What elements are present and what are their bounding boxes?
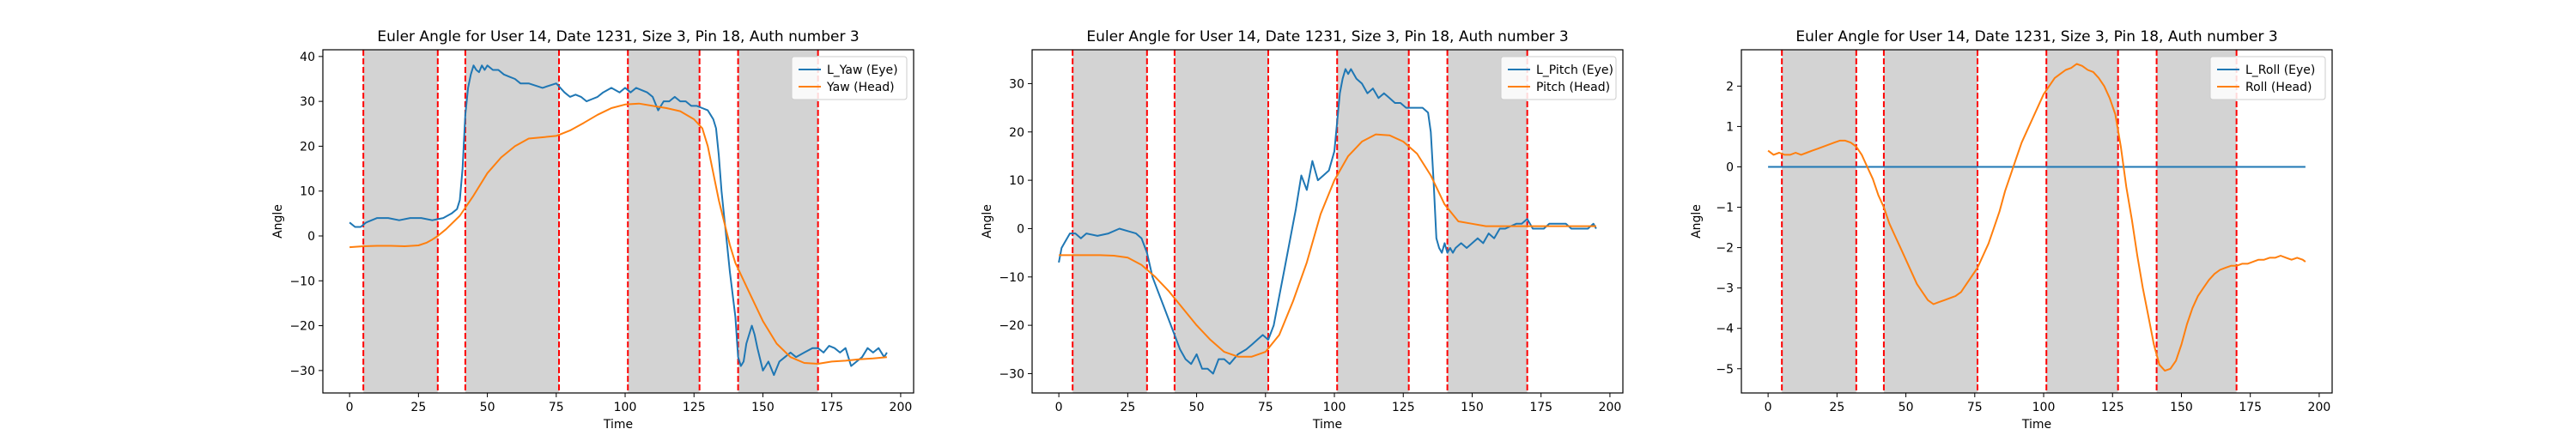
y-tick-label-6: 20	[300, 140, 315, 154]
legend-label-2: Yaw (Head)	[826, 81, 895, 94]
chart-title: Euler Angle for User 14, Date 1231, Size…	[1795, 28, 2277, 45]
y-tick-label-2: −20	[289, 320, 315, 334]
shaded-interval-2	[1174, 50, 1269, 393]
chart-panel-1: 0 25 50 75 100 125 150 175 200 −30 −20 −10 0 10 20 30 40…	[271, 28, 914, 429]
x-tick-label-8: 175	[1529, 401, 1552, 414]
x-tick-label-4: 75	[1967, 401, 1983, 414]
x-axis-label: Time	[2021, 418, 2051, 429]
x-tick-label-3: 50	[1189, 401, 1205, 414]
legend-label-2: Pitch (Head)	[1536, 81, 1610, 94]
chart-title: Euler Angle for User 14, Date 1231, Size…	[377, 28, 859, 45]
x-tick-label-2: 25	[410, 401, 426, 414]
y-tick-label-1: −30	[289, 365, 315, 378]
series-line-1	[1058, 68, 1597, 375]
x-tick-label-1: 0	[1765, 401, 1772, 414]
legend: L_Pitch (Eye) Pitch (Head)	[1500, 56, 1617, 100]
axes-frame	[322, 49, 914, 394]
x-tick-label-4: 75	[1258, 401, 1273, 414]
shaded-interval-2	[1883, 50, 1978, 393]
y-tick-label-4: 0	[307, 230, 315, 244]
legend-box	[2209, 56, 2326, 100]
chart-panel-3: 0 25 50 75 100 125 150 175 200 −5 −4 −3 −2 −1 0 1 2 Euler…	[1690, 28, 2333, 429]
legend: L_Yaw (Eye) Yaw (Head)	[791, 56, 908, 100]
legend-label-1: L_Roll (Eye)	[2245, 63, 2315, 77]
x-tick-label-9: 200	[2308, 401, 2331, 414]
shaded-interval-4	[738, 50, 818, 393]
x-tick-label-7: 150	[2170, 401, 2193, 414]
legend-box	[1500, 56, 1617, 100]
y-tick-label-4: 0	[1017, 222, 1024, 236]
x-tick-label-8: 175	[820, 401, 843, 414]
x-tick-label-6: 125	[683, 401, 706, 414]
y-tick-label-3: −10	[289, 275, 315, 288]
x-tick-label-8: 175	[2239, 401, 2262, 414]
shaded-interval-1	[1072, 50, 1147, 393]
legend-label-1: L_Pitch (Eye)	[1536, 63, 1613, 77]
y-tick-label-7: 1	[1726, 120, 1734, 134]
y-tick-label-1: −5	[1716, 363, 1734, 377]
x-axis-label: Time	[1312, 418, 1342, 429]
axes-frame	[1031, 49, 1624, 394]
shaded-interval-2	[465, 50, 560, 393]
y-axis-label: Angle	[1690, 204, 1704, 239]
legend-label-1: L_Yaw (Eye)	[827, 63, 898, 77]
x-tick-label-1: 0	[1055, 401, 1063, 414]
y-axis-label: Angle	[271, 204, 285, 239]
chart-panel-2: 0 25 50 75 100 125 150 175 200 −30 −20 −10 0 10 20 30 Eu…	[981, 28, 1624, 429]
series-line-2	[349, 102, 887, 365]
y-tick-label-2: −20	[999, 319, 1024, 333]
legend: L_Roll (Eye) Roll (Head)	[2209, 56, 2326, 100]
y-tick-label-4: −2	[1716, 242, 1734, 256]
x-tick-label-5: 100	[614, 401, 637, 414]
x-axis-label: Time	[603, 418, 633, 429]
y-tick-label-7: 30	[300, 95, 315, 109]
x-tick-label-9: 200	[1599, 401, 1622, 414]
x-tick-label-2: 25	[1829, 401, 1844, 414]
y-tick-label-6: 20	[1009, 126, 1024, 140]
x-tick-label-1: 0	[346, 401, 354, 414]
x-tick-label-5: 100	[1323, 401, 1346, 414]
series-line-2	[1059, 133, 1596, 358]
series-line-2	[1767, 63, 2306, 372]
x-tick-label-7: 150	[1461, 401, 1484, 414]
x-tick-label-4: 75	[549, 401, 564, 414]
y-tick-label-2: −4	[1716, 323, 1734, 336]
series-line-1	[349, 64, 888, 377]
y-tick-label-3: −10	[999, 271, 1024, 285]
y-tick-label-7: 30	[1009, 77, 1024, 91]
y-tick-label-3: −3	[1716, 282, 1734, 296]
axes-frame	[1741, 49, 2333, 394]
y-tick-label-5: 10	[1009, 174, 1024, 188]
y-tick-label-1: −30	[999, 367, 1024, 381]
y-tick-label-6: 0	[1726, 160, 1734, 174]
y-axis-label: Angle	[981, 204, 994, 239]
shaded-interval-4	[2156, 50, 2237, 393]
x-tick-label-2: 25	[1120, 401, 1135, 414]
x-tick-label-3: 50	[480, 401, 495, 414]
x-tick-label-6: 125	[1392, 401, 1415, 414]
shaded-interval-3	[1337, 50, 1409, 393]
shaded-interval-1	[363, 50, 438, 393]
y-tick-label-8: 2	[1726, 80, 1734, 94]
shaded-interval-1	[1782, 50, 1856, 393]
y-tick-label-5: 10	[300, 185, 315, 199]
y-tick-label-8: 40	[300, 51, 315, 64]
x-tick-label-5: 100	[2032, 401, 2056, 414]
x-tick-label-7: 150	[751, 401, 775, 414]
charts-root: 0 25 50 75 100 125 150 175 200−30−20−10010203040…	[271, 28, 2333, 429]
chart-title: Euler Angle for User 14, Date 1231, Size…	[1086, 28, 1568, 45]
x-tick-label-3: 50	[1899, 401, 1914, 414]
legend-box	[791, 56, 908, 100]
y-tick-label-5: −1	[1716, 202, 1734, 215]
shaded-interval-3	[2046, 50, 2118, 393]
legend-label-2: Roll (Head)	[2245, 81, 2312, 94]
x-tick-label-6: 125	[2101, 401, 2124, 414]
x-tick-label-9: 200	[890, 401, 913, 414]
